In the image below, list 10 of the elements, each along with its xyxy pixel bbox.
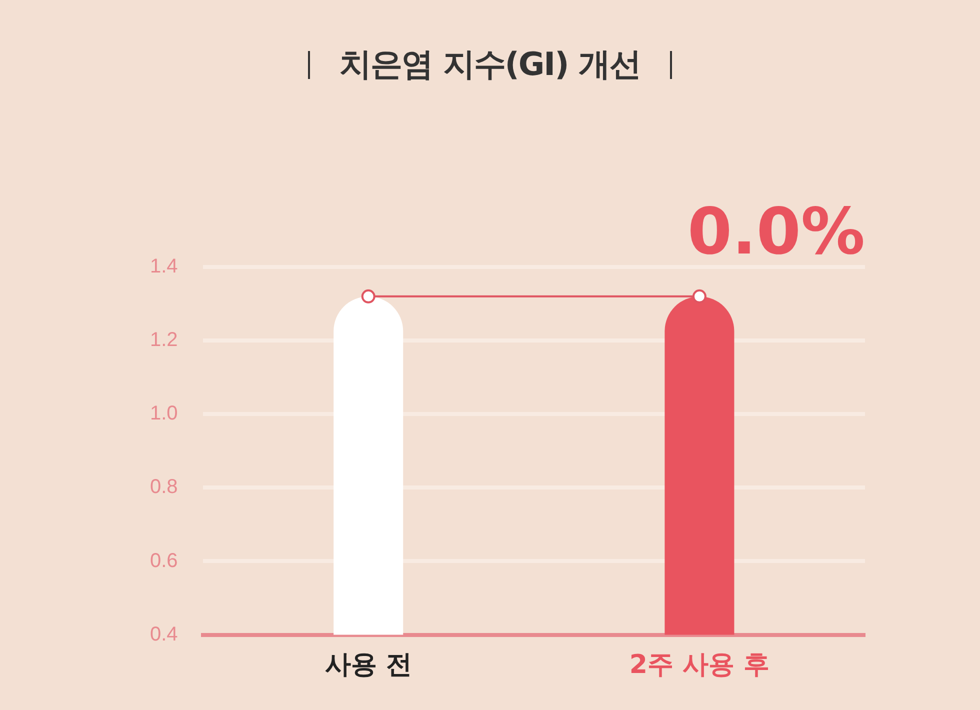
- x-tick-label: 사용 전: [324, 650, 412, 680]
- y-tick-label: 1.2: [150, 329, 178, 352]
- y-tick-label: 0.4: [150, 623, 178, 646]
- y-tick-label: 1.0: [150, 402, 178, 425]
- chart-title: 치은염 지수(GI) 개선: [340, 44, 640, 85]
- annotation: 0.0%: [688, 196, 865, 270]
- y-tick-label: 0.6: [150, 550, 178, 572]
- y-tick-label: 1.4: [150, 256, 178, 278]
- x-tick-label: 2주 사용 후: [629, 650, 770, 680]
- y-tick-label: 0.8: [150, 476, 178, 498]
